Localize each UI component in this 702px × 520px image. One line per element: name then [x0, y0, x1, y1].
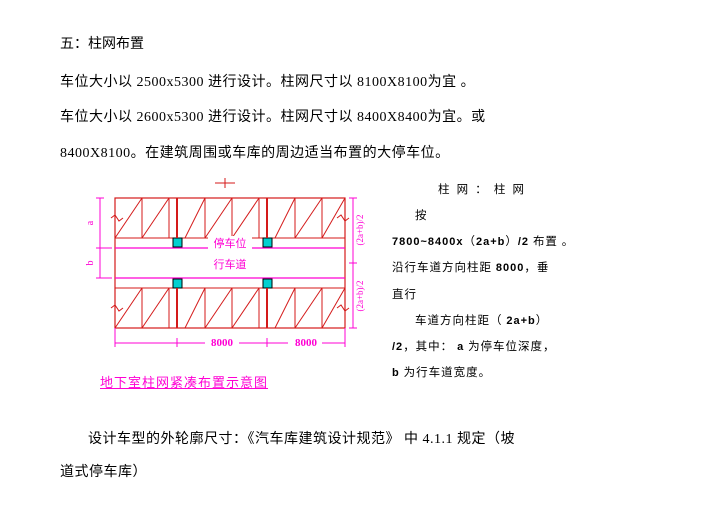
dim-v2: (2a+b)/2 [355, 281, 365, 312]
paragraph-1: 车位大小以 2500x5300 进行设计。柱网尺寸以 8100X8100为宜 。 [60, 66, 642, 100]
section-heading: 五：柱网布置 [60, 28, 642, 62]
side-notes: 柱 网 ： 柱 网 按 7800~8400x（2a+b）/2 布置 。 沿行车道… [392, 178, 642, 398]
side-line-5: 车道方向柱距（ 2a+b） [392, 309, 642, 334]
paragraph-3: 8400X8100。在建筑周围或车库的周边适当布置的大停车位。 [60, 137, 642, 171]
dim-b: b [85, 261, 96, 266]
side-line-4: 直行 [392, 283, 642, 308]
side-line-6: /2，其中： a 为停车位深度， [392, 335, 642, 360]
parking-label: 停车位 [214, 236, 247, 250]
paragraph-2: 车位大小以 2600x5300 进行设计。柱网尺寸以 8400X8400为宜。或 [60, 101, 642, 135]
diagram-caption: 地下室柱网紧凑布置示意图 [100, 367, 380, 398]
dim-8000-1: 8000 [211, 337, 234, 349]
paragraph-4: 设计车型的外轮廓尺寸：《汽车库建筑设计规范》 中 4.1.1 规定（坡 [60, 423, 642, 457]
diagram-column: 停车位 行车道 a b (2a+b)/2 (2a+b)/2 [60, 178, 380, 398]
dim-a: a [85, 221, 96, 226]
paragraph-5: 道式停车库） [60, 456, 642, 490]
column-grid-diagram: 停车位 行车道 a b (2a+b)/2 (2a+b)/2 [60, 178, 380, 363]
side-line-7: b 为行车道宽度。 [392, 361, 642, 386]
side-line-2: 7800~8400x（2a+b）/2 布置 。 [392, 230, 642, 255]
dim-v1: (2a+b)/2 [355, 215, 365, 246]
side-line-3: 沿行车道方向柱距 8000，垂 [392, 256, 642, 281]
side-line-1: 柱 网 ： 柱 网 按 [392, 178, 642, 229]
drive-label: 行车道 [214, 257, 247, 271]
figure-row: 停车位 行车道 a b (2a+b)/2 (2a+b)/2 [60, 178, 642, 398]
dim-8000-2: 8000 [295, 337, 318, 349]
